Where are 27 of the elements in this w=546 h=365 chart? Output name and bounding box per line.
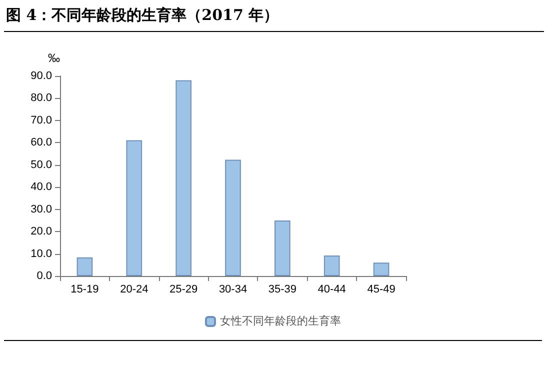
- bar: [126, 140, 142, 276]
- bar: [225, 160, 241, 276]
- x-tick-label: 30-34: [218, 284, 248, 296]
- x-tick-label: 15-19: [70, 284, 99, 296]
- legend-label: 女性不同年龄段的生育率: [220, 314, 341, 328]
- bar: [274, 220, 290, 276]
- y-tick-label: 50.0: [30, 158, 52, 171]
- y-tick-label: 0.0: [36, 270, 52, 282]
- y-tick-label: 90.0: [30, 70, 52, 82]
- bar: [176, 80, 192, 276]
- bar: [324, 256, 340, 276]
- chart-title: 图 4：不同年龄段的生育率（2017 年）: [4, 4, 544, 32]
- y-tick-label: 70.0: [30, 114, 52, 126]
- x-tick-label: 25-29: [170, 284, 198, 296]
- y-tick-label: 30.0: [30, 203, 52, 216]
- bar: [76, 257, 93, 276]
- y-axis-title: ‰: [48, 51, 60, 65]
- y-tick-label: 20.0: [30, 226, 52, 238]
- y-tick-label: 80.0: [30, 92, 52, 104]
- bar: [373, 262, 390, 276]
- x-tick-label: 35-39: [268, 284, 296, 296]
- y-tick-label: 60.0: [30, 136, 52, 149]
- x-tick-label: 40-44: [318, 284, 346, 296]
- x-tick-label: 20-24: [120, 284, 148, 296]
- y-tick-label: 40.0: [30, 181, 52, 194]
- x-tick-label: 45-49: [367, 284, 396, 296]
- y-tick-label: 10.0: [30, 248, 52, 260]
